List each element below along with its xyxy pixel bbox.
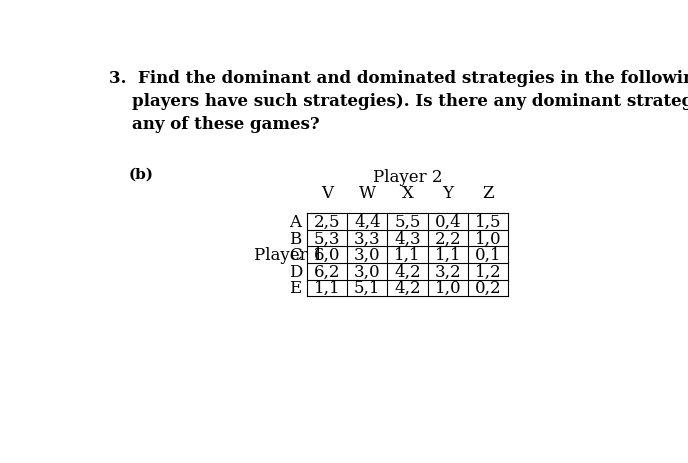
Text: 1,0: 1,0 bbox=[435, 280, 461, 297]
Text: players have such strategies). Is there any dominant strategy equilibrium in: players have such strategies). Is there … bbox=[109, 93, 688, 109]
Text: 1,2: 1,2 bbox=[475, 263, 502, 280]
Text: V: V bbox=[321, 185, 333, 201]
Text: 6,0: 6,0 bbox=[314, 247, 341, 263]
Text: E: E bbox=[289, 280, 301, 297]
Text: A: A bbox=[289, 213, 301, 231]
Text: Y: Y bbox=[442, 185, 453, 201]
Text: 3,2: 3,2 bbox=[435, 263, 461, 280]
Text: Player 1: Player 1 bbox=[254, 247, 323, 263]
Text: 3,0: 3,0 bbox=[354, 247, 380, 263]
Text: X: X bbox=[402, 185, 413, 201]
Text: 1,5: 1,5 bbox=[475, 213, 502, 231]
Text: W: W bbox=[358, 185, 376, 201]
Text: 4,2: 4,2 bbox=[394, 263, 421, 280]
Text: Z: Z bbox=[482, 185, 494, 201]
Text: 2,2: 2,2 bbox=[435, 230, 461, 247]
Text: 1,1: 1,1 bbox=[435, 247, 461, 263]
Text: 6,2: 6,2 bbox=[314, 263, 341, 280]
Text: 4,3: 4,3 bbox=[394, 230, 421, 247]
Text: C: C bbox=[289, 247, 301, 263]
Text: 2,5: 2,5 bbox=[314, 213, 341, 231]
Text: 0,2: 0,2 bbox=[475, 280, 502, 297]
Text: 4,2: 4,2 bbox=[394, 280, 421, 297]
Text: 1,0: 1,0 bbox=[475, 230, 502, 247]
Text: D: D bbox=[288, 263, 302, 280]
Text: B: B bbox=[289, 230, 301, 247]
Text: 5,5: 5,5 bbox=[394, 213, 421, 231]
Text: 1,1: 1,1 bbox=[314, 280, 341, 297]
Text: any of these games?: any of these games? bbox=[109, 115, 320, 132]
Text: 5,3: 5,3 bbox=[314, 230, 341, 247]
Text: Player 2: Player 2 bbox=[373, 169, 442, 185]
Text: 5,1: 5,1 bbox=[354, 280, 380, 297]
Text: 1,1: 1,1 bbox=[394, 247, 421, 263]
Text: 4,4: 4,4 bbox=[354, 213, 380, 231]
Text: 3,3: 3,3 bbox=[354, 230, 380, 247]
Text: (b): (b) bbox=[129, 168, 153, 181]
Text: 0,4: 0,4 bbox=[435, 213, 461, 231]
Text: 0,1: 0,1 bbox=[475, 247, 502, 263]
Text: 3.  Find the dominant and dominated strategies in the following games (in case: 3. Find the dominant and dominated strat… bbox=[109, 69, 688, 87]
Text: 3,0: 3,0 bbox=[354, 263, 380, 280]
